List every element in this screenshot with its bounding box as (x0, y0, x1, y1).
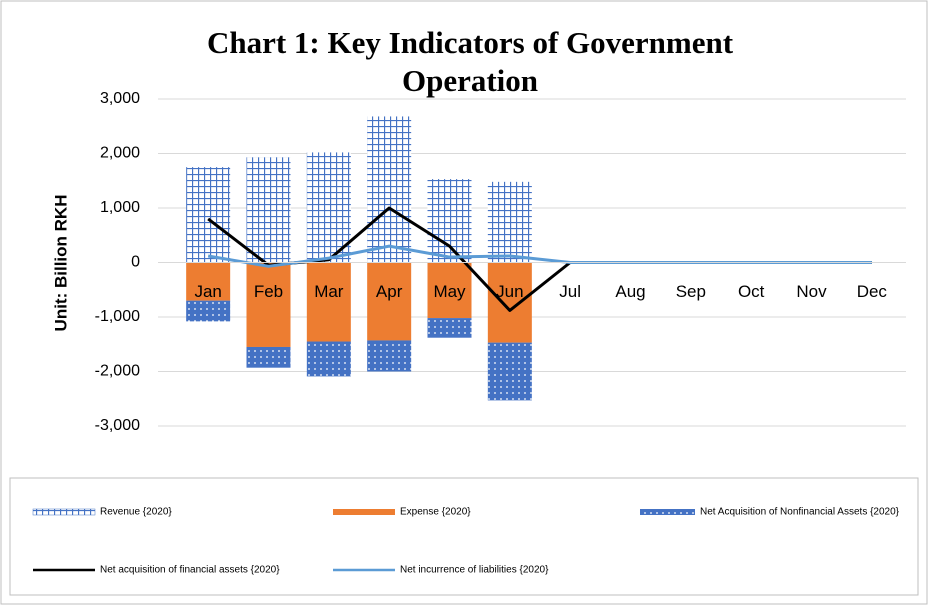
bar (186, 300, 231, 322)
bar (427, 318, 472, 338)
y-tick-label: 0 (131, 254, 140, 271)
bar (306, 341, 351, 377)
bar (427, 179, 472, 263)
legend-swatch (333, 509, 395, 515)
legend-label: Revenue {2020} (100, 507, 172, 518)
y-axis-label: Unit: Billion RKH (51, 195, 70, 332)
bar (246, 346, 291, 368)
x-tick-label: Nov (796, 282, 827, 301)
y-tick-label: -1,000 (95, 308, 140, 325)
legend-label: Net incurrence of liabilities {2020} (400, 565, 549, 576)
x-tick-label: Jul (559, 282, 581, 301)
bar (367, 340, 412, 372)
bar (487, 181, 532, 263)
legend-swatch (640, 509, 695, 515)
y-tick-label: 3,000 (100, 90, 140, 107)
bar (246, 157, 291, 263)
x-tick-label: Jan (194, 282, 221, 301)
bar (306, 262, 351, 342)
chart-title: Chart 1: Key Indicators of Government Op… (206, 25, 734, 98)
bar (246, 262, 291, 347)
bar (487, 342, 532, 401)
bar (367, 262, 412, 341)
bar (186, 167, 231, 263)
x-tick-label: Sep (676, 282, 706, 301)
x-tick-label: Apr (376, 282, 403, 301)
y-tick-label: 2,000 (100, 145, 140, 162)
x-tick-label: Dec (857, 282, 888, 301)
bar (487, 262, 532, 343)
bar (367, 116, 412, 263)
bar (427, 262, 472, 319)
x-tick-label: May (433, 282, 466, 301)
y-tick-label: -3,000 (95, 417, 140, 434)
legend-border (9, 477, 919, 596)
y-tick-label: 1,000 (100, 199, 140, 216)
x-tick-label: Feb (254, 282, 283, 301)
legend-label: Net Acquisition of Nonfinancial Assets {… (700, 507, 900, 518)
bar (186, 262, 231, 301)
x-tick-label: Mar (314, 282, 344, 301)
x-tick-label: Oct (738, 282, 765, 301)
x-tick-label: Aug (615, 282, 645, 301)
bar (306, 152, 351, 263)
y-tick-label: -2,000 (95, 363, 140, 380)
legend-swatch (32, 508, 96, 516)
x-tick-label: Jun (496, 282, 523, 301)
legend-label: Expense {2020} (400, 507, 471, 518)
legend-label: Net acquisition of financial assets {202… (100, 565, 280, 576)
